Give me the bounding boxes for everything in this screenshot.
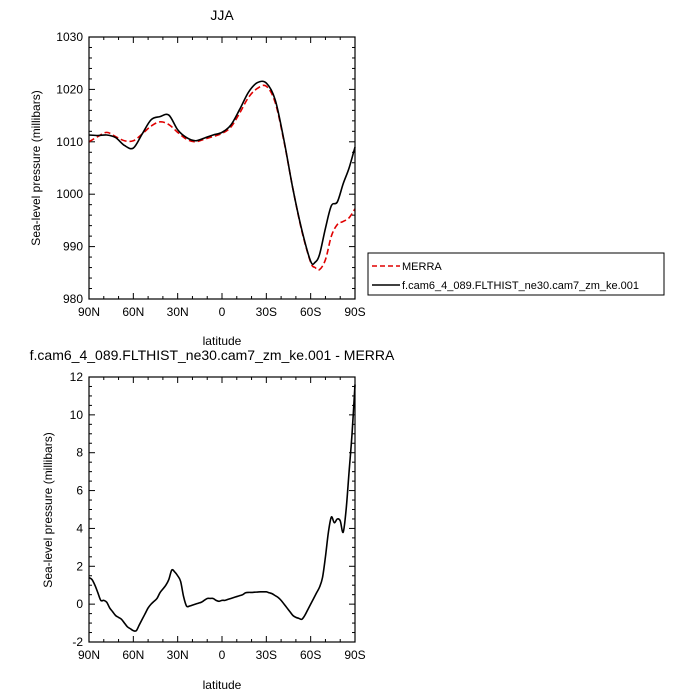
bottom-panel-axes: 90N 60N 30N 0 30S 60S 90S -2 0 2 4 6 8 10 12: [70, 370, 366, 662]
top-panel-axes: 90N 60N 30N 0 30S 60S 90S 980 990 1000 1010 1020 103…: [56, 30, 365, 319]
top-plot-frame: [88, 36, 356, 300]
top-series-line-0: [88, 84, 356, 271]
bottom-y-axis-label: Sea-level pressure (millibars): [41, 432, 55, 587]
top-y-axis-label: Sea-level pressure (millibars): [29, 90, 43, 245]
bottom-y-tick-label: 6: [76, 484, 83, 498]
bottom-plot-frame: [88, 376, 356, 643]
top-x-tick-label: 90S: [344, 305, 365, 319]
bottom-y-tick-label: 0: [76, 597, 83, 611]
top-y-tick-label: 1030: [56, 30, 83, 44]
top-y-tick-label: 1010: [56, 135, 83, 149]
bottom-y-tick-label: 4: [76, 521, 83, 535]
top-y-tick-label: 1020: [56, 82, 83, 96]
bottom-panel-series: [88, 384, 356, 632]
bottom-x-tick-label: 60S: [300, 648, 321, 662]
bottom-y-tick-label: -2: [72, 635, 83, 649]
bottom-x-tick-label: 90N: [78, 648, 100, 662]
top-panel: JJA 90N 60N 30N 0 30S 60S 90S 980 990 1000 1010 102…: [29, 7, 366, 348]
bottom-x-tick-label: 0: [219, 648, 226, 662]
bottom-x-tick-label: 60N: [122, 648, 144, 662]
bottom-y-tick-label: 8: [76, 446, 83, 460]
top-y-tick-label: 990: [63, 240, 83, 254]
top-panel-series: [88, 80, 356, 271]
top-y-tick-label: 980: [63, 292, 83, 306]
legend-box: [367, 252, 665, 296]
bottom-panel: f.cam6_4_089.FLTHIST_ne30.cam7_zm_ke.001…: [30, 347, 395, 692]
bottom-x-tick-label: 30N: [167, 648, 189, 662]
bottom-y-tick-label: 12: [70, 370, 84, 384]
top-x-tick-label: 30S: [256, 305, 277, 319]
legend-merra-label: MERRA: [402, 261, 442, 273]
top-x-tick-label: 30N: [167, 305, 189, 319]
top-y-tick-label: 1000: [56, 187, 83, 201]
bottom-x-tick-label: 30S: [256, 648, 277, 662]
top-plot-title: JJA: [210, 7, 234, 23]
top-x-tick-label: 0: [219, 305, 226, 319]
top-series-line-1: [88, 80, 356, 266]
bottom-x-tick-label: 90S: [344, 648, 365, 662]
bottom-y-tick-label: 2: [76, 559, 83, 573]
top-x-tick-label: 60S: [300, 305, 321, 319]
bottom-x-axis-label: latitude: [203, 678, 242, 692]
bottom-y-tick-label: 10: [70, 408, 84, 422]
legend-model-label: f.cam6_4_089.FLTHIST_ne30.cam7_zm_ke.001: [402, 280, 639, 292]
top-x-axis-label: latitude: [203, 334, 242, 348]
top-x-tick-label: 90N: [78, 305, 100, 319]
legend: MERRA f.cam6_4_089.FLTHIST_ne30.cam7_zm_…: [367, 252, 665, 296]
top-x-tick-label: 60N: [122, 305, 144, 319]
bottom-plot-title: f.cam6_4_089.FLTHIST_ne30.cam7_zm_ke.001…: [30, 347, 395, 363]
bottom-series-line-0: [88, 384, 356, 632]
